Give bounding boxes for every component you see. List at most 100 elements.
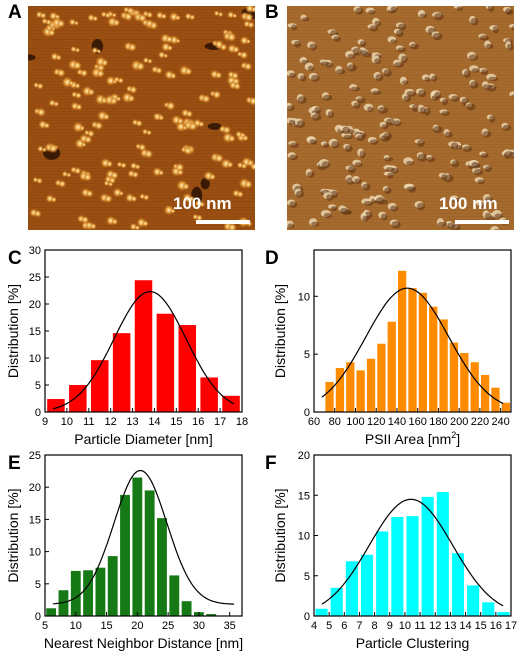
histogram-bar [206, 614, 217, 616]
histogram-bar [436, 492, 449, 616]
y-tick-label: 10 [298, 531, 310, 543]
afm-height-image: 100 nm [28, 6, 255, 230]
gaussian-fit-line [52, 469, 235, 605]
histogram-bar [120, 494, 130, 616]
x-tick-label: 17 [505, 620, 517, 632]
panel-label: F [265, 453, 277, 474]
x-tick-label: 17 [214, 416, 226, 428]
histogram-bar [345, 561, 358, 616]
scale-bar-label: 100 nm [439, 194, 498, 213]
x-tick-label: 11 [414, 620, 425, 632]
histogram-bar [377, 343, 386, 412]
x-tick-label: 20 [131, 620, 143, 632]
panel-label: C [8, 248, 22, 269]
x-tick-label: 18 [236, 416, 248, 428]
x-tick-label: 12 [429, 620, 441, 632]
histogram-bar [181, 601, 192, 616]
x-tick-label: 180 [429, 416, 447, 428]
afm-amplitude-image: 100 nm [287, 6, 514, 230]
x-tick-label: 11 [83, 416, 94, 428]
y-tick-label: 5 [35, 380, 41, 392]
y-tick-label: 10 [298, 291, 310, 303]
x-tick-label: 8 [372, 620, 378, 632]
panel-label: E [8, 453, 21, 474]
y-tick-label: 25 [29, 272, 41, 284]
histogram-bar [315, 608, 328, 616]
histogram-bar [429, 306, 438, 412]
scale-bar [455, 220, 509, 224]
x-axis-label: Nearest Neighbor Distance [nm] [44, 635, 243, 651]
histogram-bar [467, 585, 480, 616]
histogram-bar [501, 402, 510, 412]
y-tick-label: 0 [304, 611, 310, 623]
gaussian-fit-line [321, 287, 504, 404]
panel-label-b: B [265, 2, 279, 23]
histogram-bar [83, 570, 94, 616]
histogram-bar [178, 325, 197, 412]
histogram-bar [408, 288, 417, 412]
histogram-bar [391, 516, 404, 616]
plot-frame [44, 454, 243, 617]
x-tick-label: 14 [459, 620, 471, 632]
y-tick-label: 25 [29, 450, 41, 462]
histogram-bar [58, 590, 69, 616]
histogram-bar [112, 333, 131, 412]
histogram-bar [387, 321, 396, 412]
histogram-bar [449, 342, 459, 412]
histogram-bar [366, 358, 376, 412]
y-tick-label: 5 [35, 579, 41, 591]
histogram-bar [497, 611, 510, 616]
x-tick-label: 13 [126, 416, 138, 428]
histogram-bar [491, 387, 500, 412]
histogram-bar [397, 270, 407, 412]
histogram-bar [156, 313, 175, 412]
x-tick-label: 14 [148, 416, 160, 428]
scale-bar-label: 100 nm [173, 194, 232, 213]
histogram-bar [470, 362, 479, 412]
histogram-bar [95, 567, 106, 616]
histogram-bar [346, 362, 355, 412]
x-tick-label: 60 [308, 416, 320, 428]
y-tick-label: 20 [29, 482, 41, 494]
chart-c: C 9 10 11 12 13 14 15 16 17 18 0 5 10 15 20 25 30 Particle… [5, 245, 248, 447]
x-tick-label: 10 [61, 416, 73, 428]
x-tick-label: 160 [409, 416, 427, 428]
x-tick-label: 6 [341, 620, 347, 632]
x-tick-label: 25 [162, 620, 174, 632]
x-tick-label: 16 [490, 620, 502, 632]
y-tick-label: 30 [29, 245, 41, 257]
plot-frame [313, 249, 512, 413]
y-tick-label: 15 [298, 490, 310, 502]
x-tick-label: 100 [346, 416, 364, 428]
histogram-bar [157, 518, 167, 616]
y-tick-label: 20 [29, 299, 41, 311]
y-tick-label: 5 [304, 349, 310, 361]
gaussian-fit-line [321, 498, 504, 607]
histogram-bar [132, 477, 143, 616]
x-tick-label: 30 [193, 620, 205, 632]
histogram-bar [356, 370, 365, 412]
x-tick-label: 15 [170, 416, 182, 428]
y-tick-label: 5 [304, 571, 310, 583]
x-tick-label: 240 [491, 416, 509, 428]
y-tick-label: 0 [35, 611, 41, 623]
x-axis-label: PSII Area [nm2] [365, 430, 460, 447]
x-tick-label: 7 [356, 620, 362, 632]
x-tick-label: 16 [192, 416, 204, 428]
histogram-bar [70, 570, 81, 616]
y-tick-label: 15 [29, 514, 41, 526]
x-tick-label: 5 [326, 620, 332, 632]
x-tick-label: 35 [224, 620, 236, 632]
histogram-bar [107, 556, 118, 616]
x-tick-label: 140 [388, 416, 406, 428]
y-tick-label: 10 [29, 547, 41, 559]
scale-bar [196, 220, 250, 224]
y-axis-label: Distribution [%] [272, 488, 288, 582]
histogram-bar [406, 516, 419, 616]
histogram-bar [144, 490, 155, 616]
x-tick-label: 120 [367, 416, 385, 428]
histogram-bar [418, 292, 428, 412]
histogram-bar [451, 553, 465, 616]
